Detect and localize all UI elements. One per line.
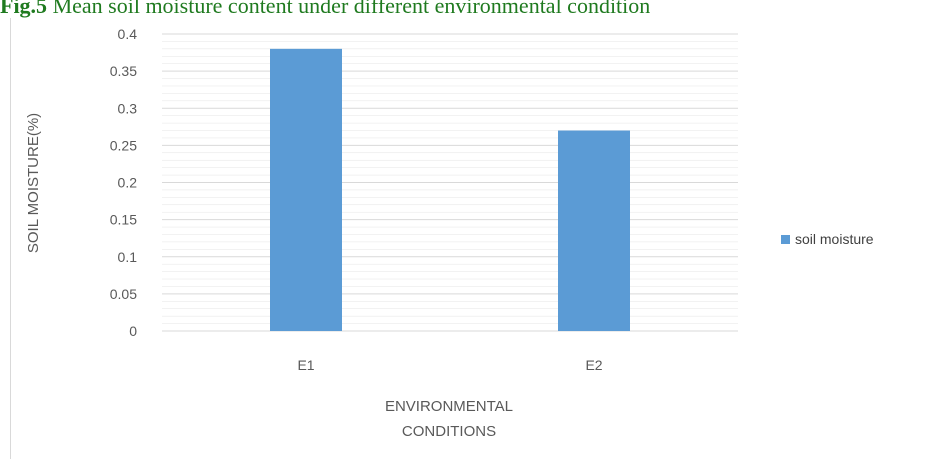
figure-caption-text: Mean soil moisture content under differe… xyxy=(47,0,651,18)
y-axis-title: SOIL MOISTURE(%) xyxy=(25,113,42,253)
figure-caption-label: Fig.5 xyxy=(0,0,48,18)
y-tick-label: 0.3 xyxy=(118,100,138,116)
x-tick-label: E1 xyxy=(297,357,314,373)
x-tick-label: E2 xyxy=(585,357,602,373)
y-tick-label: 0.35 xyxy=(110,63,137,79)
bar-e2 xyxy=(558,130,630,331)
y-tick-label: 0.2 xyxy=(118,175,138,191)
x-axis-title-line-1: ENVIRONMENTAL xyxy=(385,398,513,415)
legend-label: soil moisture xyxy=(795,231,874,247)
bars xyxy=(270,48,630,331)
y-axis-ticks: 0 0.05 0.1 0.15 0.2 0.25 0.3 0.35 0.4 xyxy=(110,26,137,339)
legend-swatch xyxy=(781,235,790,244)
x-axis-ticks: E1 E2 xyxy=(297,357,602,373)
y-tick-label: 0 xyxy=(129,323,137,339)
bar-e1 xyxy=(270,48,342,331)
gridlines xyxy=(162,33,738,332)
chart-frame xyxy=(10,18,934,459)
figure-caption: Fig.5 Mean soil moisture content under d… xyxy=(0,0,650,21)
y-tick-label: 0.4 xyxy=(118,26,138,42)
y-tick-label: 0.25 xyxy=(110,137,137,153)
y-tick-label: 0.15 xyxy=(110,212,137,228)
y-tick-label: 0.05 xyxy=(110,286,137,302)
legend: soil moisture xyxy=(781,231,874,247)
y-tick-label: 0.1 xyxy=(118,249,138,265)
x-axis-title-line-2: CONDITIONS xyxy=(402,423,496,440)
